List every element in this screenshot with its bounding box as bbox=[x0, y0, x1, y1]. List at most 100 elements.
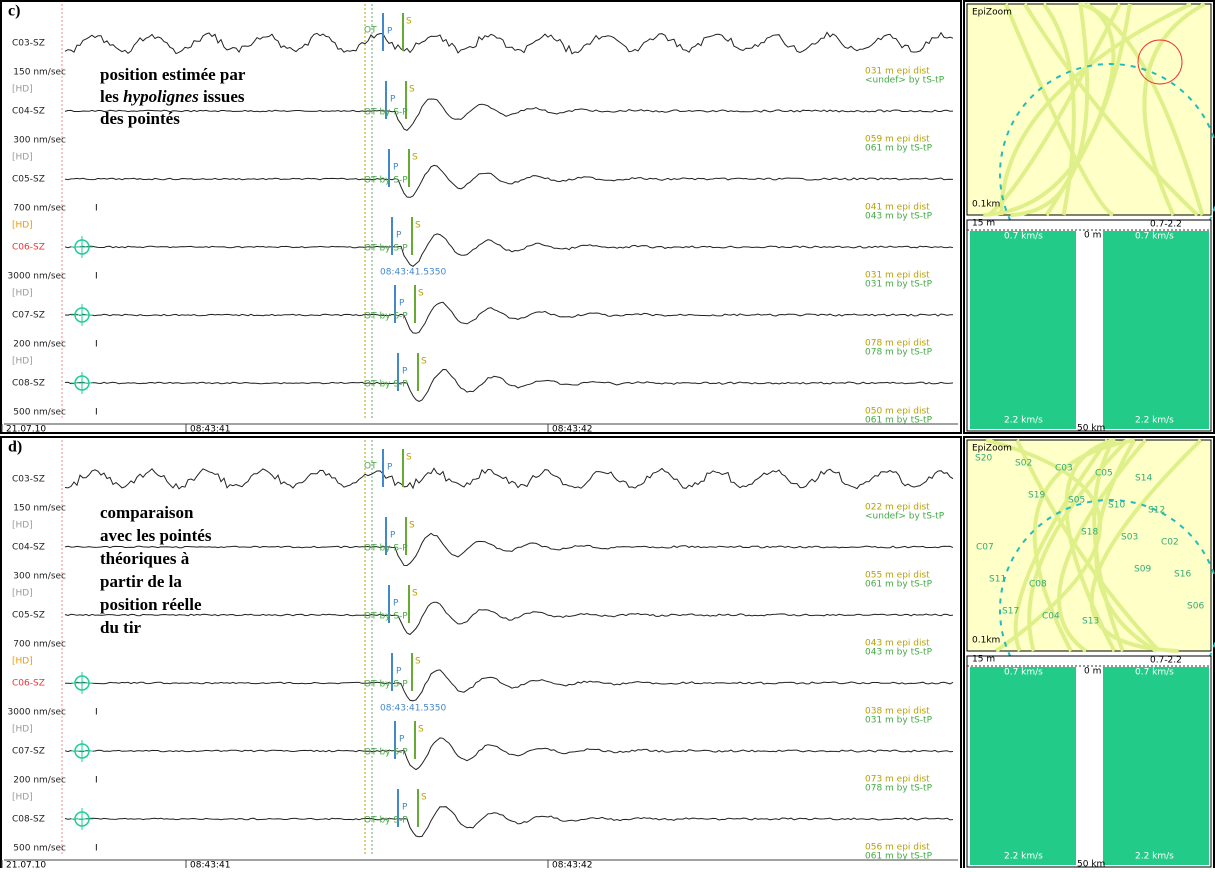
ot-label: OT by S-P bbox=[364, 312, 408, 322]
s-pick-label: S bbox=[412, 589, 418, 599]
station-label: C06-SZ bbox=[12, 243, 45, 253]
ot-label: OT by S-P bbox=[364, 244, 408, 254]
ot-label: OT by S-P bbox=[364, 816, 408, 826]
station-label: C08-SZ bbox=[12, 379, 45, 389]
time-label: 21.07.10 bbox=[6, 861, 46, 869]
dist-label: 073 m epi dist bbox=[865, 775, 930, 785]
section-label: 0.7 km/s bbox=[1004, 232, 1043, 242]
waveform bbox=[64, 806, 954, 838]
station-label: C05-SZ bbox=[12, 175, 45, 185]
scale-label: 200 nm/sec bbox=[13, 776, 66, 786]
ot-label: OT bbox=[364, 462, 377, 472]
annotation: comparaison bbox=[100, 503, 194, 522]
map-station: C03 bbox=[1055, 464, 1073, 474]
annotation: avec les pointés bbox=[100, 526, 212, 545]
map-station: S10 bbox=[1108, 501, 1125, 511]
map-hypoline bbox=[1057, 438, 1148, 653]
annotation: théoriques à bbox=[100, 549, 190, 568]
dist-label: 031 m epi dist bbox=[865, 271, 930, 281]
panel-label: d) bbox=[8, 439, 22, 456]
section-label: 0 m bbox=[1084, 667, 1101, 677]
section-label: 2.2 km/s bbox=[1004, 852, 1043, 862]
waveform bbox=[64, 233, 954, 268]
dist-label: 078 m by tS-tP bbox=[865, 348, 933, 358]
dist-label: 043 m epi dist bbox=[865, 639, 930, 649]
scale-marker: I bbox=[95, 776, 98, 786]
p-pick-label: P bbox=[387, 27, 393, 37]
section-label: 0 m bbox=[1084, 231, 1101, 241]
s-pick-label: S bbox=[418, 289, 424, 299]
hd-label: [HD] bbox=[12, 85, 33, 95]
map-hypoline bbox=[999, 63, 1215, 285]
section-label: 0.7 km/s bbox=[1135, 668, 1174, 678]
dist-label: 061 m by tS-tP bbox=[865, 144, 933, 154]
ot-label: OT by S-P bbox=[364, 108, 408, 118]
map-station: S03 bbox=[1121, 533, 1138, 543]
panel-label: c) bbox=[8, 3, 20, 20]
scale-label: 500 nm/sec bbox=[13, 844, 66, 854]
station-label: C08-SZ bbox=[12, 815, 45, 825]
time-label: 21.07.10 bbox=[6, 425, 46, 435]
ot-label: OT by S-P bbox=[364, 544, 408, 554]
dist-label: 059 m epi dist bbox=[865, 135, 930, 145]
dist-label: 038 m epi dist bbox=[865, 707, 930, 717]
dist-label: 061 m by tS-tP bbox=[865, 580, 933, 590]
annotation: position estimée par bbox=[100, 65, 246, 84]
scale-marker: I bbox=[95, 708, 98, 718]
section-label: 0.7 km/s bbox=[1135, 232, 1174, 242]
annotation-run: du tir bbox=[100, 618, 142, 637]
waveform bbox=[64, 737, 954, 771]
map-title: EpiZoom bbox=[972, 444, 1012, 454]
annotation: position réelle bbox=[100, 595, 202, 614]
map-hypoline bbox=[1078, 2, 1205, 216]
section-label: 50 km bbox=[1077, 424, 1105, 434]
annotation: du tir bbox=[100, 618, 142, 637]
station-label: C04-SZ bbox=[12, 107, 45, 117]
map-hypoline bbox=[1015, 439, 1161, 653]
p-pick-label: P bbox=[387, 463, 393, 473]
waveform bbox=[64, 164, 954, 198]
scale-marker: I bbox=[95, 204, 98, 214]
dist-label: 041 m epi dist bbox=[865, 203, 930, 213]
p-pick-label: P bbox=[390, 531, 396, 541]
map-scale: 0.1km bbox=[972, 200, 1000, 210]
waveform bbox=[64, 467, 954, 490]
map-hypoline bbox=[1142, 2, 1206, 216]
map-hypoline bbox=[1092, 439, 1125, 652]
annotation-run: comparaison bbox=[100, 503, 194, 522]
p-pick-label: P bbox=[399, 299, 405, 309]
hd-label: [HD] bbox=[12, 153, 33, 163]
section-label: 0.7-2.2 bbox=[1150, 656, 1182, 666]
map-station: S09 bbox=[1134, 565, 1151, 575]
annotation: partir de la bbox=[100, 572, 182, 591]
section-label: 2.2 km/s bbox=[1135, 416, 1174, 426]
dist-label: 031 m by tS-tP bbox=[865, 716, 933, 726]
annotation-run: les bbox=[100, 87, 123, 106]
map-station: S13 bbox=[1082, 617, 1099, 627]
hd-label: [HD] bbox=[12, 521, 33, 531]
s-pick-label: S bbox=[421, 793, 427, 803]
station-label: C07-SZ bbox=[12, 747, 45, 757]
scale-label: 200 nm/sec bbox=[13, 340, 66, 350]
map-hypoline bbox=[999, 499, 1215, 721]
station-label: C06-SZ bbox=[12, 679, 45, 689]
map-scale: 0.1km bbox=[972, 636, 1000, 646]
map-station: S20 bbox=[975, 454, 992, 464]
s-pick-label: S bbox=[421, 357, 427, 367]
section-label: 15 m bbox=[972, 219, 995, 229]
waveform bbox=[64, 368, 954, 402]
annotation-run: des pointés bbox=[100, 109, 180, 128]
p-pick-label: P bbox=[402, 803, 408, 813]
section-label: 2.2 km/s bbox=[1004, 416, 1043, 426]
time-label: 08:43:42 bbox=[552, 861, 592, 869]
section-label: 50 km bbox=[1077, 860, 1105, 869]
pick-time: 08:43:41.5350 bbox=[380, 704, 446, 714]
annotation-run: hypolignes bbox=[123, 87, 199, 106]
map-hypoline bbox=[1089, 438, 1203, 653]
dist-label: 022 m epi dist bbox=[865, 503, 930, 513]
scale-marker: I bbox=[95, 844, 98, 854]
waveform bbox=[64, 98, 954, 131]
scale-marker: I bbox=[95, 340, 98, 350]
s-pick-label: S bbox=[409, 521, 415, 531]
